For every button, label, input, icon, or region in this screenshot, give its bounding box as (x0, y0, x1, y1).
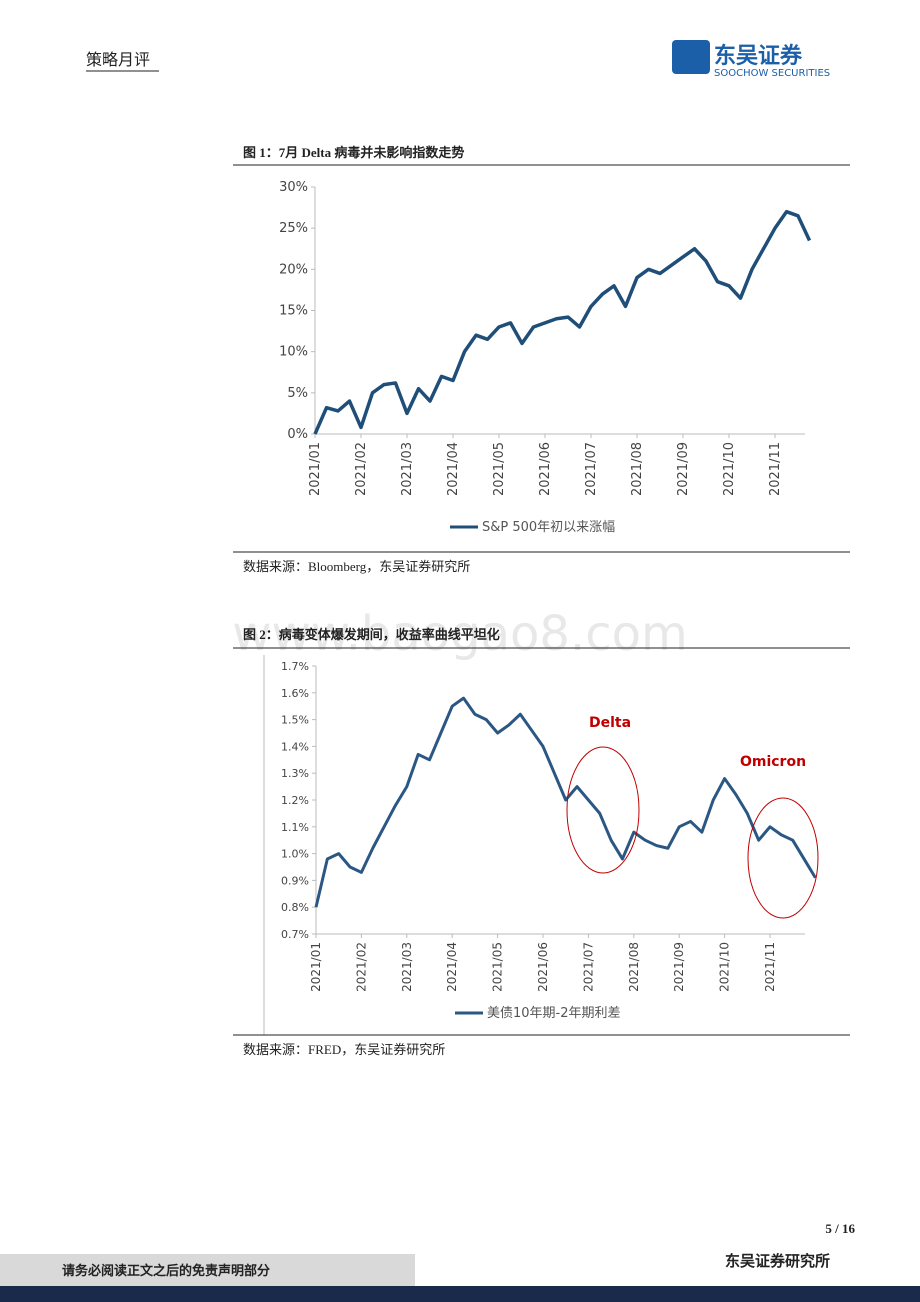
x-tick-label: 2021/10 (722, 442, 737, 496)
y-tick-label: 30% (279, 180, 308, 195)
y-tick-label: 5% (287, 386, 308, 401)
y-tick-label: 0% (287, 427, 308, 442)
footer-org: 东吴证券研究所 (725, 1252, 830, 1270)
x-tick-label: 2021/04 (446, 442, 461, 496)
figure-source: 数据来源：FRED，东吴证券研究所 (243, 1042, 445, 1057)
y-tick-label: 1.7% (281, 660, 309, 673)
x-tick-label: 2021/03 (400, 942, 414, 992)
y-tick-label: 1.6% (281, 687, 309, 700)
x-tick-label: 2021/03 (400, 442, 415, 496)
annotation-circle (747, 797, 819, 919)
x-tick-label: 2021/11 (768, 442, 783, 496)
x-tick-label: 2021/10 (718, 942, 732, 992)
logo-en: SOOCHOW SECURITIES (714, 68, 830, 79)
y-tick-label: 15% (279, 304, 308, 319)
logo-cn: 东吴证券 (714, 43, 803, 69)
y-tick-label: 10% (279, 345, 308, 360)
footer-band (0, 1286, 920, 1302)
y-tick-label: 1.5% (281, 714, 309, 727)
y-tick-label: 0.7% (281, 928, 309, 941)
x-tick-label: 2021/02 (354, 442, 369, 496)
x-tick-label: 2021/05 (491, 942, 505, 992)
x-tick-label: 2021/02 (354, 942, 368, 992)
page-number: 5 / 16 (825, 1221, 855, 1236)
y-tick-label: 1.0% (281, 848, 309, 861)
section-title: 策略月评 (86, 50, 150, 69)
data-line (314, 696, 817, 908)
disclaimer: 请务必阅读正文之后的免责声明部分 (62, 1263, 270, 1279)
x-tick-label: 2021/07 (581, 942, 595, 992)
figure-title: 图 2：病毒变体爆发期间，收益率曲线平坦化 (243, 627, 500, 642)
annotation: Omicron (740, 754, 806, 770)
logo-icon (672, 40, 710, 74)
figure-source: 数据来源：Bloomberg，东吴证券研究所 (243, 559, 470, 574)
y-tick-label: 1.2% (281, 794, 309, 807)
x-tick-label: 2021/06 (536, 942, 550, 992)
x-tick-label: 2021/07 (584, 442, 599, 496)
x-tick-label: 2021/09 (672, 942, 686, 992)
x-tick-label: 2021/08 (627, 942, 641, 992)
y-tick-label: 1.4% (281, 740, 309, 753)
y-tick-label: 1.1% (281, 821, 309, 834)
x-tick-label: 2021/11 (763, 942, 777, 992)
annotation-circle (566, 746, 640, 874)
annotation: Delta (589, 715, 631, 731)
x-tick-label: 2021/06 (538, 442, 553, 496)
y-tick-label: 0.9% (281, 874, 309, 887)
x-tick-label: 2021/01 (308, 442, 323, 496)
y-tick-label: 20% (279, 262, 308, 277)
x-tick-label: 2021/09 (676, 442, 691, 496)
x-tick-label: 2021/05 (492, 442, 507, 496)
x-tick-label: 2021/04 (445, 942, 459, 992)
x-tick-label: 2021/08 (630, 442, 645, 496)
footer-bar (0, 1254, 415, 1286)
legend-label: 美债10年期-2年期利差 (487, 1006, 621, 1021)
legend-label: S&P 500年初以来涨幅 (482, 520, 615, 535)
y-tick-label: 25% (279, 221, 308, 236)
figure-title: 图 1：7月 Delta 病毒并未影响指数走势 (243, 145, 464, 160)
watermark: www.baogao8.com (232, 606, 687, 662)
y-tick-label: 0.8% (281, 901, 309, 914)
y-tick-label: 1.3% (281, 767, 309, 780)
data-line (313, 209, 812, 435)
x-tick-label: 2021/01 (309, 942, 323, 992)
